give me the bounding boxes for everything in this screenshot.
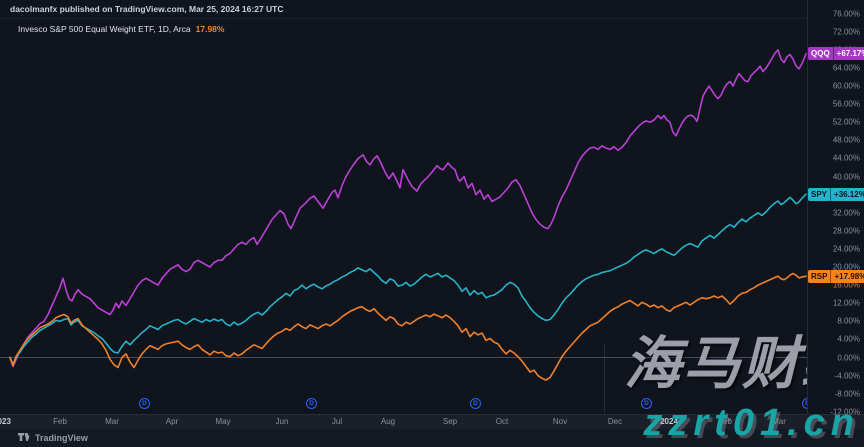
time-axis-label: 2024 bbox=[660, 417, 678, 426]
bottom-bar: TradingView bbox=[0, 429, 864, 447]
price-series-svg bbox=[9, 49, 807, 381]
time-axis-label: Sep bbox=[442, 417, 458, 426]
price-axis-label: 60.00% bbox=[832, 81, 860, 91]
series-line-RSP bbox=[9, 272, 807, 381]
price-axis-label: 56.00% bbox=[832, 99, 860, 109]
price-axis-label: 16.00% bbox=[832, 280, 860, 290]
price-axis-label: 24.00% bbox=[832, 244, 860, 254]
price-axis-label: -8.00% bbox=[834, 389, 860, 399]
series-line-SPY bbox=[9, 193, 807, 366]
price-axis[interactable]: 76.00%72.00%68.00%64.00%60.00%56.00%52.0… bbox=[807, 0, 864, 417]
time-axis-label: Nov bbox=[552, 417, 568, 426]
watermark-site-text: zzrt01.cn bbox=[643, 402, 860, 444]
symbol-legend[interactable]: Invesco S&P 500 Equal Weight ETF, 1D, Ar… bbox=[18, 24, 224, 34]
price-axis-label: 8.00% bbox=[837, 316, 860, 326]
symbol-legend-title: Invesco S&P 500 Equal Weight ETF, 1D, Ar… bbox=[18, 24, 191, 34]
price-axis-label: 0.00% bbox=[837, 353, 860, 362]
time-axis-label: May bbox=[215, 417, 231, 426]
price-label-RSP: RSP +17.98% bbox=[808, 269, 864, 283]
price-label-ticker: SPY bbox=[808, 187, 832, 201]
price-label-value: +67.17% bbox=[836, 49, 864, 59]
time-axis-label: Feb bbox=[53, 417, 67, 426]
time-axis-label: Feb bbox=[718, 417, 732, 426]
tradingview-logo-text: TradingView bbox=[35, 433, 88, 443]
price-label-SPY: SPY +36.12% bbox=[808, 187, 864, 201]
price-axis-label: -4.00% bbox=[834, 371, 860, 381]
dividend-marker[interactable]: D bbox=[139, 398, 150, 409]
price-label-ticker: RSP bbox=[808, 269, 832, 283]
chart-canvas[interactable] bbox=[0, 0, 807, 414]
price-label-QQQ: QQQ+67.17% bbox=[808, 47, 864, 61]
dividend-marker[interactable]: D bbox=[306, 398, 317, 409]
price-axis-label: 48.00% bbox=[832, 135, 860, 145]
price-axis-label: 52.00% bbox=[832, 117, 860, 127]
time-axis-label: 2023 bbox=[0, 417, 11, 426]
time-axis-label: Jun bbox=[275, 417, 289, 426]
time-axis-label: Jul bbox=[331, 417, 343, 426]
time-axis-label: Aug bbox=[380, 417, 396, 426]
zero-percent-line bbox=[0, 357, 807, 358]
price-axis-label: 20.00% bbox=[832, 262, 860, 272]
tradingview-logo-link[interactable]: TradingView bbox=[18, 432, 88, 444]
time-axis-label: Oct bbox=[495, 417, 509, 426]
dividend-marker[interactable]: D bbox=[470, 398, 481, 409]
session-break-line bbox=[604, 343, 605, 413]
publish-header-text: dacolmanfx published on TradingView.com,… bbox=[10, 4, 284, 14]
tradingview-logo-icon bbox=[18, 432, 31, 441]
price-axis-label: 76.00% bbox=[832, 9, 860, 19]
price-axis-label: 32.00% bbox=[832, 208, 860, 218]
time-axis-label: Dec bbox=[607, 417, 623, 426]
price-label-value: +36.12% bbox=[834, 189, 864, 199]
time-axis[interactable]: 2023 Feb Mar Apr May Jun Jul Aug Sep Oct Nov Dec 202… bbox=[0, 414, 864, 430]
price-axis-label: -12.00% bbox=[830, 407, 860, 417]
series-line-QQQ bbox=[9, 49, 807, 368]
symbol-legend-change: 17.98% bbox=[195, 24, 225, 34]
price-label-value: +17.98% bbox=[834, 271, 864, 281]
price-label-ticker: QQQ bbox=[808, 47, 834, 61]
time-axis-label: Mar bbox=[772, 417, 786, 426]
price-axis-label: 28.00% bbox=[832, 226, 860, 236]
price-axis-label: 12.00% bbox=[832, 298, 860, 308]
price-axis-label: 40.00% bbox=[832, 172, 860, 182]
dividend-marker[interactable]: D bbox=[641, 398, 652, 409]
price-axis-label: 72.00% bbox=[832, 27, 860, 37]
price-axis-label: 4.00% bbox=[837, 334, 860, 344]
publish-header: dacolmanfx published on TradingView.com,… bbox=[0, 0, 864, 19]
time-axis-label: Mar bbox=[105, 417, 119, 426]
price-axis-label: 44.00% bbox=[832, 153, 860, 163]
price-axis-label: 64.00% bbox=[832, 63, 860, 73]
time-axis-label: Apr bbox=[165, 417, 179, 426]
